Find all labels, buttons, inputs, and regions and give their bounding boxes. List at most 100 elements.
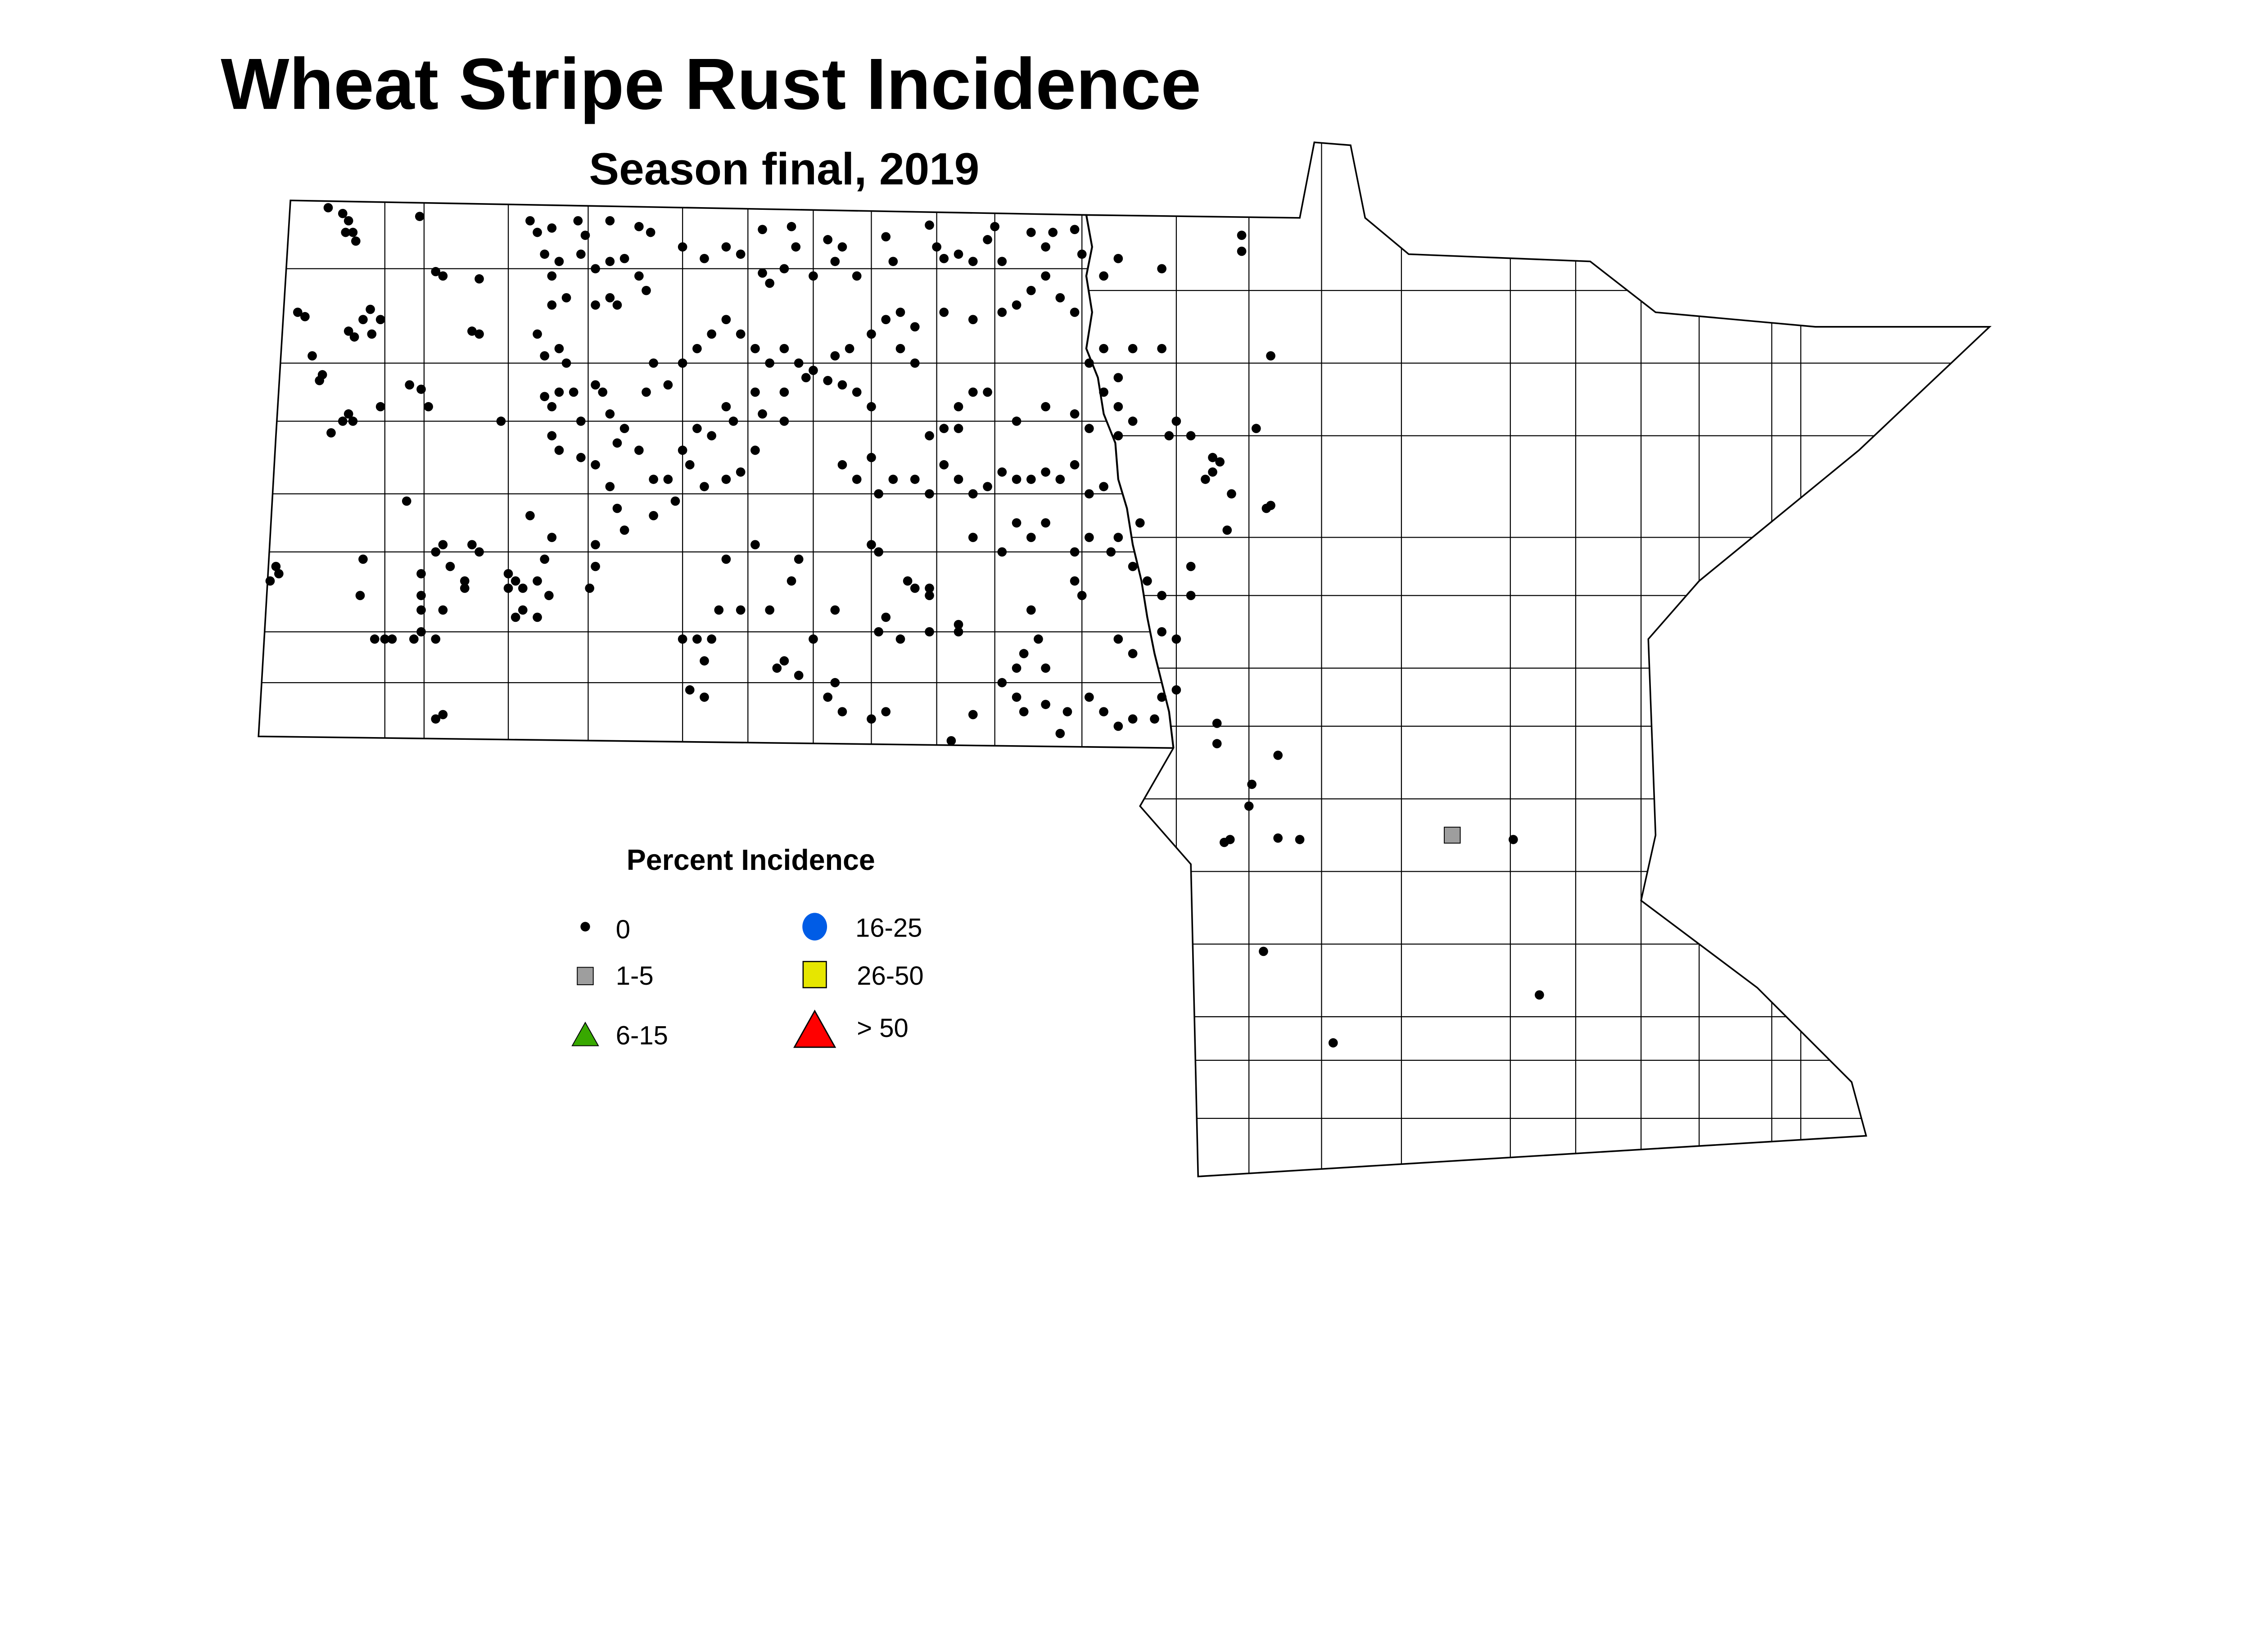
observation-point-0-pct [758, 268, 767, 278]
observation-point-0-pct [707, 329, 716, 339]
observation-point-0-pct [1026, 605, 1036, 615]
observation-point-0-pct [837, 707, 847, 716]
observation-point-0-pct [1157, 591, 1166, 600]
observation-point-0-pct [1186, 591, 1196, 600]
observation-point-0-pct [830, 678, 840, 688]
observation-point-0-pct [1227, 489, 1236, 499]
legend-circle-marker [802, 913, 827, 941]
observation-point-0-pct [837, 380, 847, 390]
observation-point-0-pct [968, 533, 978, 542]
observation-point-0-pct [837, 242, 847, 252]
observation-point-0-pct [634, 222, 644, 231]
observation-point-0-pct [1085, 424, 1094, 433]
legend-title: Percent Incidence [627, 844, 875, 876]
observation-point-0-pct [1128, 416, 1138, 426]
observation-point-0-pct [338, 208, 348, 218]
observation-point-0-pct [888, 475, 898, 484]
observation-point-0-pct [852, 475, 862, 484]
observation-point-0-pct [1135, 518, 1145, 528]
observation-point-0-pct [554, 387, 564, 397]
legend-label: 0 [616, 915, 630, 944]
observation-point-0-pct [533, 227, 542, 237]
observation-point-0-pct [721, 475, 731, 484]
observation-point-0-pct [881, 315, 891, 324]
observation-point-0-pct [307, 351, 317, 361]
observation-point-0-pct [518, 605, 528, 615]
state-north-dakota [258, 199, 1175, 749]
observation-point-0-pct [1041, 663, 1050, 673]
observation-point-0-pct [707, 634, 716, 644]
observation-point-0-pct [765, 358, 774, 368]
observation-point-0-pct [983, 235, 992, 244]
observation-point-0-pct [1113, 431, 1123, 441]
observation-point-0-pct [585, 584, 594, 593]
observation-point-0-pct [573, 216, 583, 226]
observation-point-0-pct [1273, 751, 1283, 760]
observation-point-0-pct [300, 312, 310, 321]
observation-point-0-pct [438, 540, 448, 549]
observation-point-0-pct [1099, 387, 1108, 397]
observation-point-0-pct [700, 692, 709, 702]
observation-point-0-pct [605, 482, 615, 491]
observation-point-0-pct [438, 605, 448, 615]
observation-point-0-pct [678, 242, 687, 252]
observation-point-0-pct [591, 561, 600, 571]
observation-point-0-pct [750, 445, 760, 455]
observation-point-0-pct [496, 416, 506, 426]
red-river-border [1085, 215, 1175, 748]
observation-point-0-pct [646, 227, 655, 237]
observation-point-0-pct [387, 634, 397, 644]
observation-point-0-pct [511, 612, 520, 622]
observation-point-0-pct [438, 710, 448, 720]
observation-point-0-pct [1041, 402, 1050, 412]
observation-point-0-pct [1113, 373, 1123, 383]
observation-point-0-pct [1041, 518, 1050, 528]
observation-point-0-pct [503, 584, 513, 593]
observation-point-0-pct [1070, 409, 1080, 419]
observation-point-0-pct [1273, 833, 1283, 843]
observation-point-0-pct [772, 663, 782, 673]
observation-point-0-pct [1237, 231, 1247, 240]
observation-point-0-pct [997, 308, 1007, 317]
observation-point-0-pct [692, 424, 702, 433]
observation-point-0-pct [736, 329, 746, 339]
observation-point-0-pct [874, 489, 883, 499]
observation-point-0-pct [1220, 837, 1229, 847]
observation-point-0-pct [925, 584, 934, 593]
observation-point-0-pct [809, 634, 818, 644]
observation-point-0-pct [1208, 453, 1217, 462]
observation-point-0-pct [1143, 576, 1152, 586]
observation-point-0-pct [874, 547, 883, 557]
observation-point-0-pct [779, 387, 789, 397]
observation-point-0-pct [1041, 700, 1050, 709]
observation-point-0-pct [736, 249, 746, 259]
observation-point-0-pct [946, 736, 956, 746]
legend-square-marker [802, 961, 827, 988]
observation-point-0-pct [925, 431, 934, 441]
legend-label: > 50 [857, 1014, 909, 1043]
observation-point-0-pct [895, 634, 905, 644]
legend-label: 1-5 [616, 961, 654, 991]
observation-point-0-pct [1222, 525, 1232, 535]
observation-point-0-pct [323, 203, 333, 213]
observation-point-0-pct [554, 344, 564, 353]
observation-point-0-pct [830, 257, 840, 266]
observation-point-0-pct [518, 584, 528, 593]
observation-point-0-pct [983, 387, 992, 397]
observation-point-0-pct [431, 714, 441, 724]
observation-point-0-pct [503, 569, 513, 579]
observation-point-0-pct [348, 416, 358, 426]
observation-point-0-pct [431, 634, 441, 644]
observation-point-0-pct [721, 554, 731, 564]
observation-point-0-pct [1070, 308, 1080, 317]
observation-point-0-pct [1157, 344, 1166, 353]
observation-point-0-pct [344, 216, 353, 226]
observation-point-0-pct [700, 253, 709, 263]
observation-point-0-pct [823, 692, 833, 702]
observation-point-0-pct [619, 253, 629, 263]
observation-point-0-pct [409, 634, 419, 644]
observation-point-0-pct [1113, 533, 1123, 542]
observation-point-0-pct [1259, 946, 1268, 956]
legend-label: 16-25 [855, 914, 922, 943]
observation-point-0-pct [591, 460, 600, 470]
